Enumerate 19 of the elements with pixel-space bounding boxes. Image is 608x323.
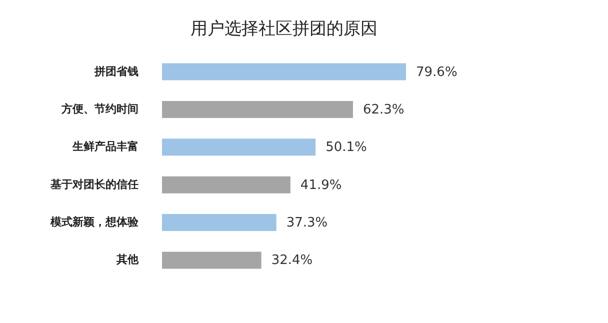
data-label: 79.6% <box>416 64 458 80</box>
data-label: 62.3% <box>362 102 404 118</box>
data-label: 41.9% <box>300 178 342 193</box>
y-tick-label: 其他 <box>116 253 140 266</box>
data-label: 50.1% <box>326 140 367 156</box>
y-tick-label: 生鲜产品丰富 <box>72 140 138 154</box>
bar <box>162 138 316 156</box>
bar <box>162 63 406 80</box>
y-tick-label: 基于对团长的信任 <box>50 178 138 191</box>
y-tick-label: 拼团省钱 <box>94 64 138 78</box>
data-label: 32.4% <box>271 253 313 268</box>
bar <box>162 252 262 269</box>
y-tick-label: 方便、节约时间 <box>60 102 138 116</box>
bar <box>162 100 353 118</box>
data-label: 37.3% <box>286 216 328 231</box>
bar <box>162 214 276 232</box>
chart-title: 用户选择社区拼团的原因 <box>190 19 378 39</box>
bar <box>162 176 290 194</box>
y-tick-label: 模式新颖，想体验 <box>50 216 140 229</box>
